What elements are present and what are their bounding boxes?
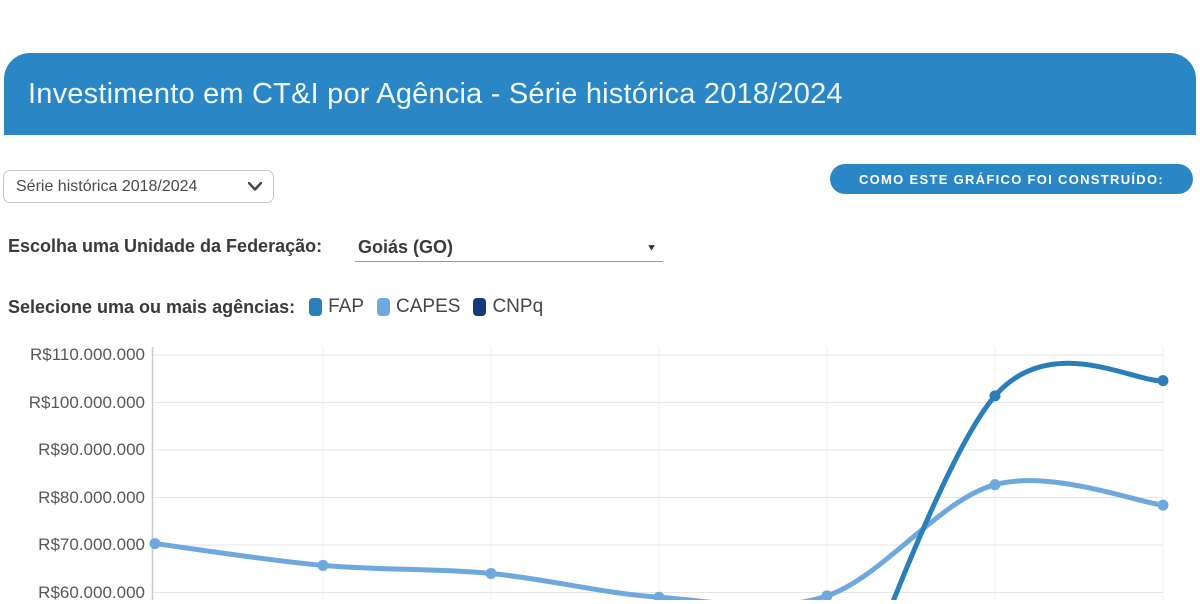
series-select-value: Série histórica 2018/2024	[16, 177, 198, 195]
uf-select[interactable]: Goiás (GO) ▼	[355, 234, 663, 262]
y-tick-label: R$60.000.000	[38, 582, 145, 602]
legend-item-cnpq[interactable]: CNPq	[473, 296, 543, 318]
caret-down-icon: ▼	[646, 242, 657, 253]
legend-swatch-capes	[377, 298, 391, 316]
legend-label: FAP	[328, 296, 365, 317]
legend-label: CNPq	[492, 296, 544, 317]
y-tick-label: R$100.000.000	[28, 392, 145, 412]
agency-row: Selecione uma ou mais agências: FAP CAPES…	[8, 296, 543, 318]
y-tick-label: R$70.000.000	[38, 535, 145, 554]
data-point-fap[interactable]	[989, 390, 1001, 402]
legend-swatch-fap	[309, 298, 323, 316]
uf-label: Escolha uma Unidade da Federação:	[8, 236, 323, 256]
uf-row: Escolha uma Unidade da Federação: Goiás …	[8, 234, 663, 262]
line-chart[interactable]	[0, 340, 1200, 600]
data-point-capes[interactable]	[1157, 499, 1169, 511]
header-bar: Investimento em CT&I por Agência - Série…	[4, 53, 1196, 135]
data-point-capes[interactable]	[989, 479, 1001, 491]
legend-swatch-cnpq	[473, 298, 487, 316]
legend-item-fap[interactable]: FAP	[309, 296, 364, 318]
legend-label: CAPES	[396, 296, 461, 317]
agencies-label: Selecione uma ou mais agências:	[8, 296, 296, 317]
series-select[interactable]: Série histórica 2018/2024	[3, 170, 274, 203]
y-tick-label: R$110.000.000	[29, 345, 145, 364]
data-point-capes[interactable]	[653, 591, 665, 600]
data-point-capes[interactable]	[821, 590, 833, 600]
data-point-capes[interactable]	[317, 559, 329, 571]
y-tick-label: R$80.000.000	[38, 487, 145, 507]
data-point-capes[interactable]	[485, 568, 497, 579]
page-title: Investimento em CT&I por Agência - Série…	[28, 77, 843, 110]
legend-item-capes[interactable]: CAPES	[377, 296, 460, 318]
y-tick-label: R$90.000.000	[38, 440, 145, 459]
agency-legend: FAP CAPES CNPq	[309, 296, 543, 318]
how-built-button[interactable]: COMO ESTE GRÁFICO FOI CONSTRUÍDO:	[830, 164, 1193, 194]
data-point-fap[interactable]	[1157, 375, 1169, 387]
chevron-down-icon	[248, 182, 262, 191]
series-line-fap[interactable]	[827, 360, 1166, 600]
data-point-capes[interactable]	[149, 538, 161, 550]
uf-select-value: Goiás (GO)	[358, 237, 454, 257]
